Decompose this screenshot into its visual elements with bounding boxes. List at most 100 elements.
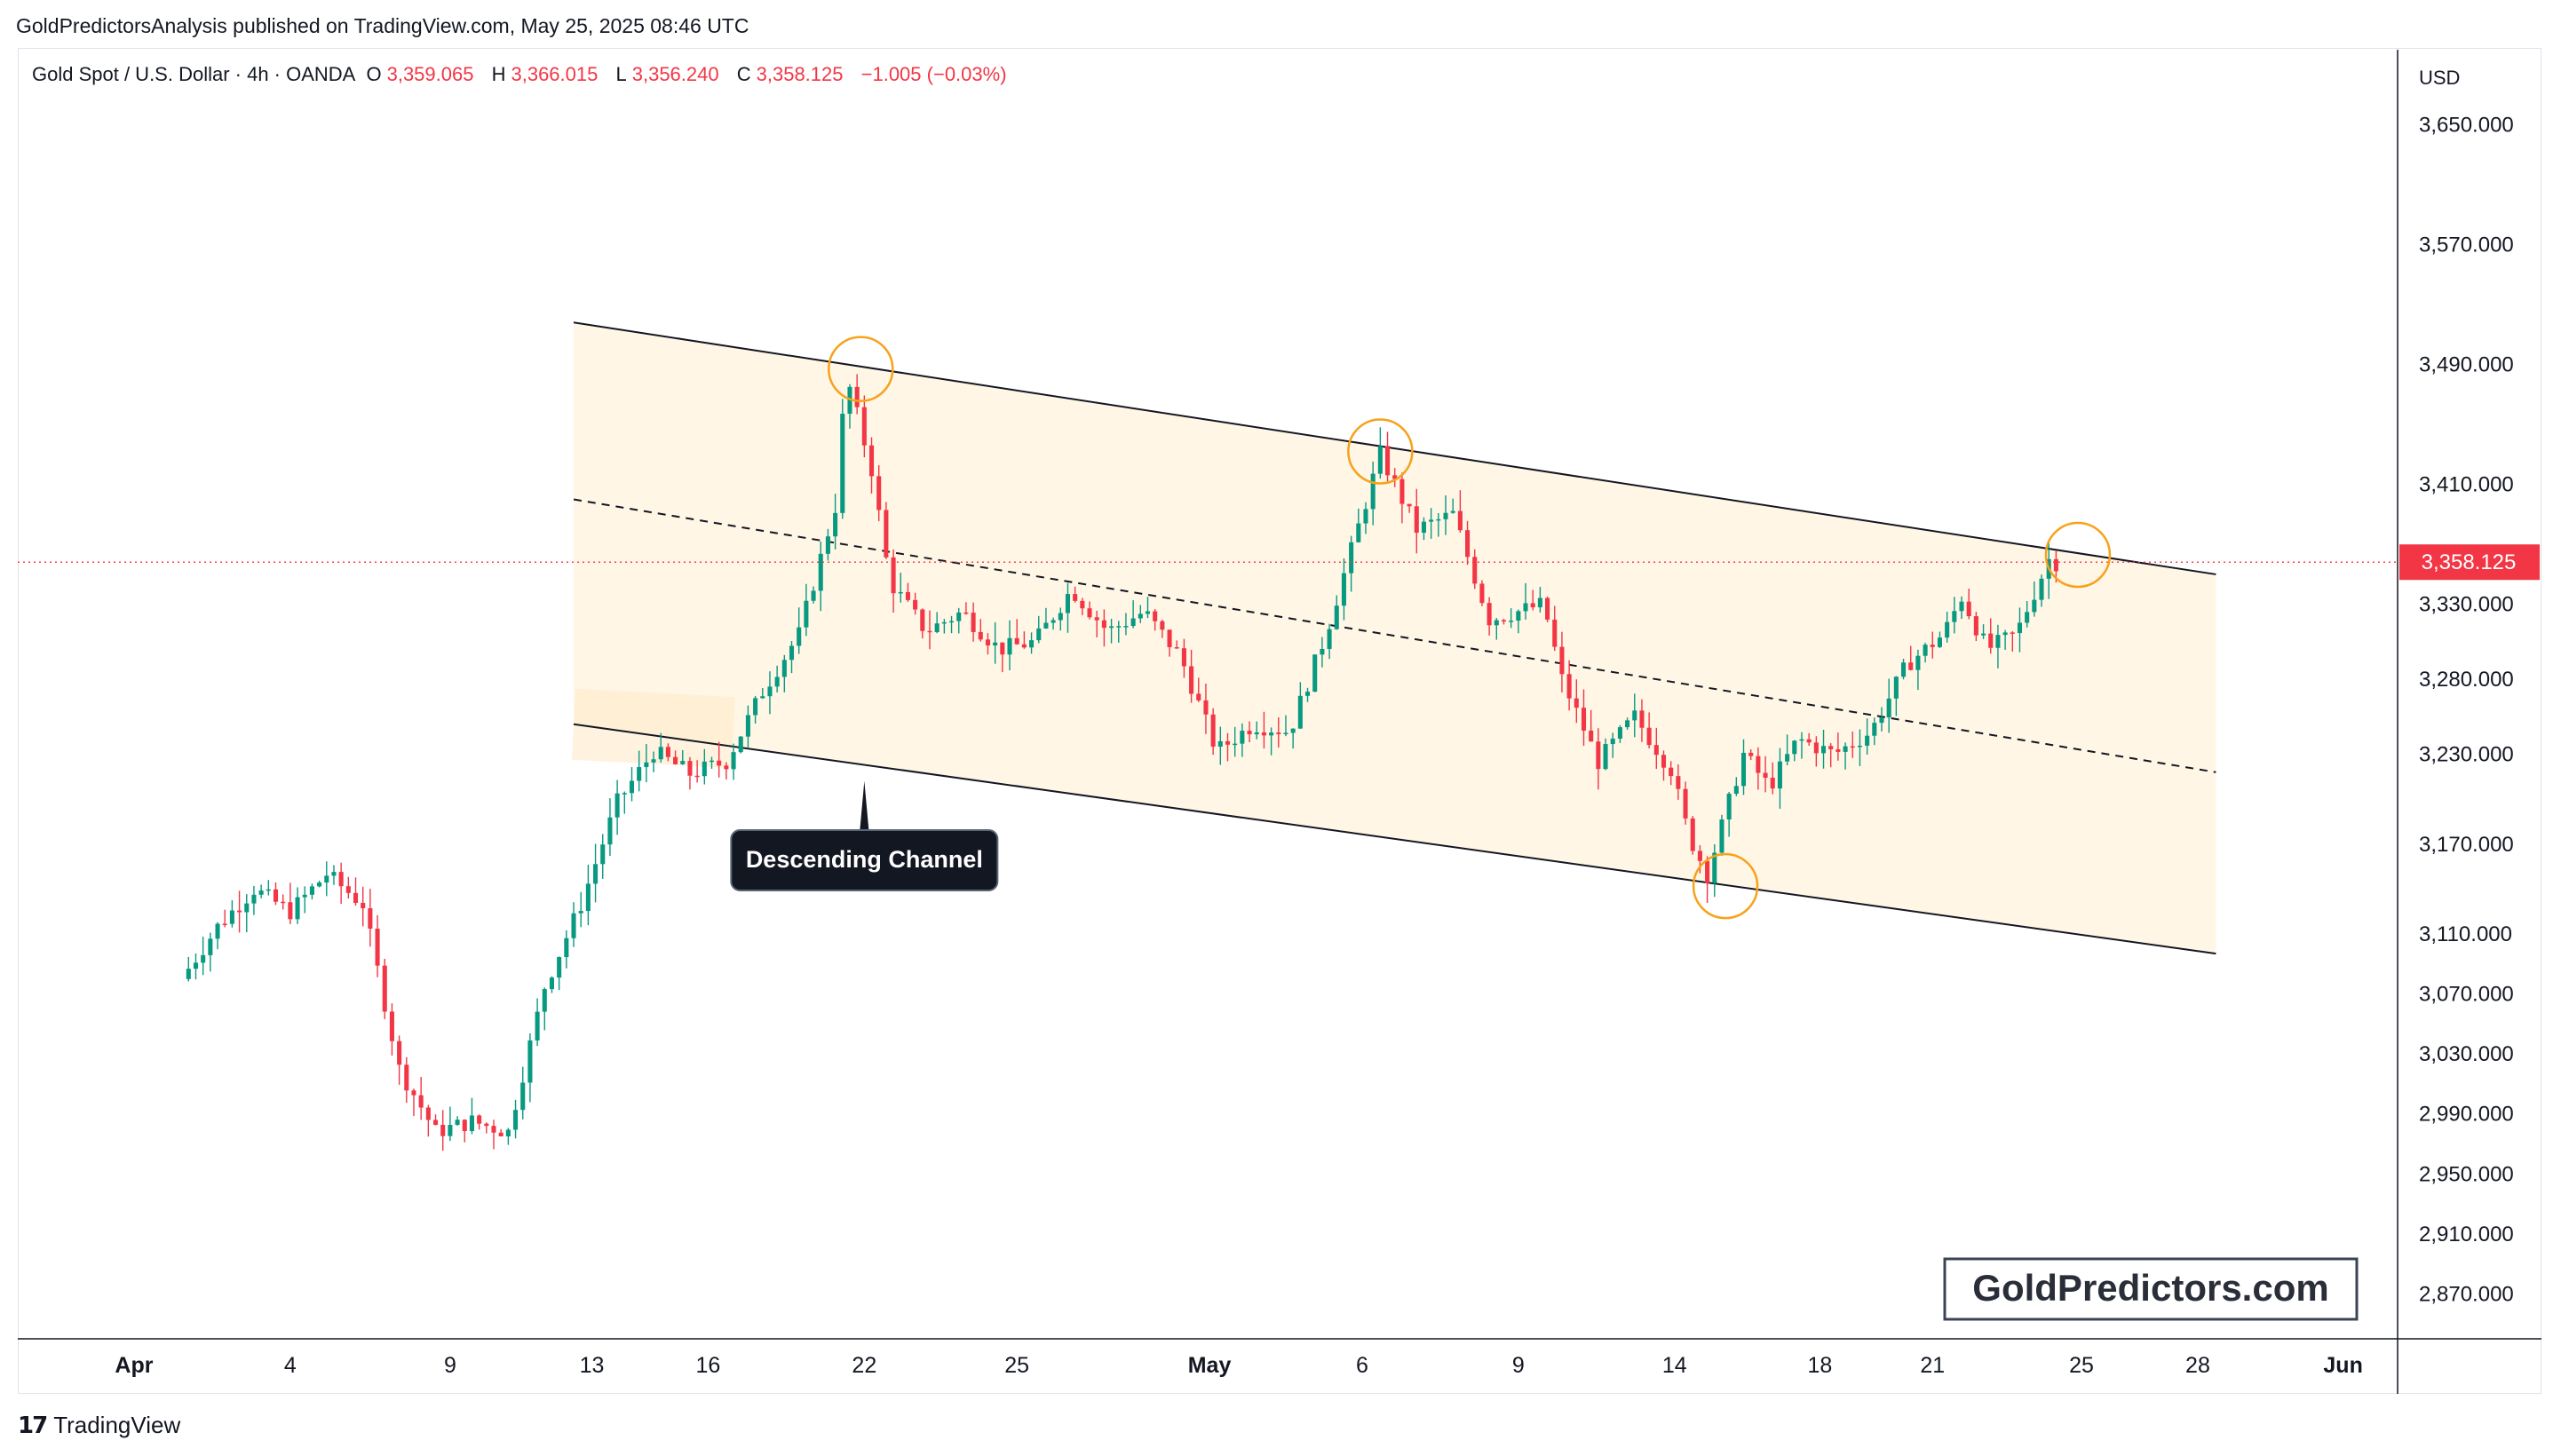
candle-body: [1080, 600, 1085, 609]
candle-body: [2002, 632, 2008, 636]
candle-body: [1712, 852, 1717, 883]
candle-body: [1297, 695, 1303, 729]
candle-body: [1494, 620, 1499, 626]
candle-body: [1669, 767, 1674, 777]
candle-body: [1254, 732, 1259, 735]
candle-body: [665, 747, 670, 757]
candle-body: [1000, 642, 1005, 655]
candle-body: [1850, 746, 1855, 748]
candle-body: [1770, 778, 1775, 789]
candle-body: [2010, 632, 2015, 634]
candle-body: [1719, 819, 1725, 853]
candle-body: [861, 407, 867, 446]
footer-label[interactable]: TradingView: [53, 1412, 181, 1438]
candle-body: [317, 882, 322, 887]
candle-body: [1276, 732, 1281, 734]
candle-body: [1167, 629, 1172, 647]
candle-body: [1908, 662, 1914, 670]
candle-body: [1981, 633, 1986, 636]
candle-body: [934, 623, 940, 632]
candle-body: [1290, 728, 1296, 733]
candle-body: [273, 889, 279, 902]
y-tick-label: 3,110.000: [2419, 922, 2512, 946]
candle-body: [1320, 648, 1325, 655]
candle-body: [1995, 635, 2001, 648]
candle-body: [1763, 772, 1768, 779]
candle-body: [513, 1110, 519, 1130]
candle-body: [1138, 613, 1143, 619]
candle-body: [266, 889, 271, 891]
candle-body: [825, 536, 830, 554]
y-tick-label: 3,330.000: [2419, 593, 2514, 617]
candle-body: [1865, 735, 1870, 746]
candle-body: [1189, 666, 1194, 694]
candle-body: [389, 1011, 394, 1041]
y-tick-label: 2,990.000: [2419, 1103, 2514, 1127]
candle-body: [1058, 613, 1063, 621]
candle-body: [709, 760, 715, 763]
candle-body: [425, 1107, 431, 1120]
candle-body: [1639, 710, 1645, 728]
candle-body: [295, 897, 300, 920]
candle-body: [833, 512, 838, 537]
watermark-text: GoldPredictors.com: [1972, 1267, 2328, 1309]
candle-body: [1304, 692, 1311, 696]
candle-body: [397, 1041, 402, 1065]
candle-body: [629, 780, 635, 794]
symbol-name[interactable]: Gold Spot / U.S. Dollar · 4h · OANDA: [32, 63, 356, 85]
candle-body: [1581, 708, 1587, 731]
candle-body: [1407, 503, 1412, 507]
candle-body: [1029, 640, 1035, 648]
candle-body: [1160, 621, 1165, 630]
candle-body: [1051, 620, 1056, 623]
high-label: H: [491, 63, 506, 85]
candle-body: [251, 894, 257, 904]
candle-body: [1952, 611, 1957, 622]
publisher-line: GoldPredictorsAnalysis published on Trad…: [16, 14, 749, 37]
candle-body: [1552, 619, 1558, 647]
candle-body: [258, 890, 264, 895]
tradingview-logo-icon[interactable]: 𝟭𝟳: [18, 1412, 48, 1438]
candle-body: [891, 557, 896, 594]
candle-body: [585, 883, 591, 912]
candle-body: [382, 965, 387, 1012]
candle-body: [1036, 628, 1042, 641]
candle-body: [1930, 645, 1935, 647]
candle-body: [1748, 752, 1754, 756]
low-label: L: [615, 63, 627, 85]
candle-body: [1799, 739, 1804, 741]
candle-body: [1472, 557, 1478, 584]
x-tick-label: Jun: [2323, 1353, 2362, 1378]
highlight-circle: [828, 336, 894, 402]
highlight-circle: [1692, 852, 1759, 920]
candle-body: [1836, 748, 1841, 752]
candle-body: [193, 962, 199, 969]
candle-body: [1392, 475, 1398, 479]
candle-body: [324, 875, 329, 883]
candle-body: [1109, 626, 1114, 629]
candle-body: [1915, 655, 1921, 670]
change-value: −1.005 (−0.03%): [860, 63, 1007, 85]
close-label: C: [736, 63, 751, 85]
price-tag-label: 3,358.125: [2422, 550, 2517, 574]
candle-body: [455, 1120, 460, 1126]
chart-frame: [18, 48, 2541, 1394]
x-tick-label: 25: [1004, 1353, 1029, 1378]
candle-body: [1820, 746, 1827, 754]
candle-body: [1101, 620, 1106, 629]
candle-body: [1153, 611, 1158, 621]
candle-body: [876, 476, 882, 510]
candle-body: [1988, 633, 1994, 648]
x-tick-label: 14: [1662, 1353, 1687, 1378]
candle-body: [1523, 603, 1528, 612]
candle-body: [1690, 818, 1695, 851]
candle-body: [1327, 629, 1332, 649]
candle-body: [1777, 761, 1782, 789]
candle-body: [1603, 744, 1608, 770]
candle-body: [985, 639, 990, 646]
candle-body: [614, 793, 620, 818]
open-value: 3,359.065: [386, 63, 474, 85]
candle-body: [2025, 612, 2030, 623]
high-value: 3,366.015: [511, 63, 599, 85]
